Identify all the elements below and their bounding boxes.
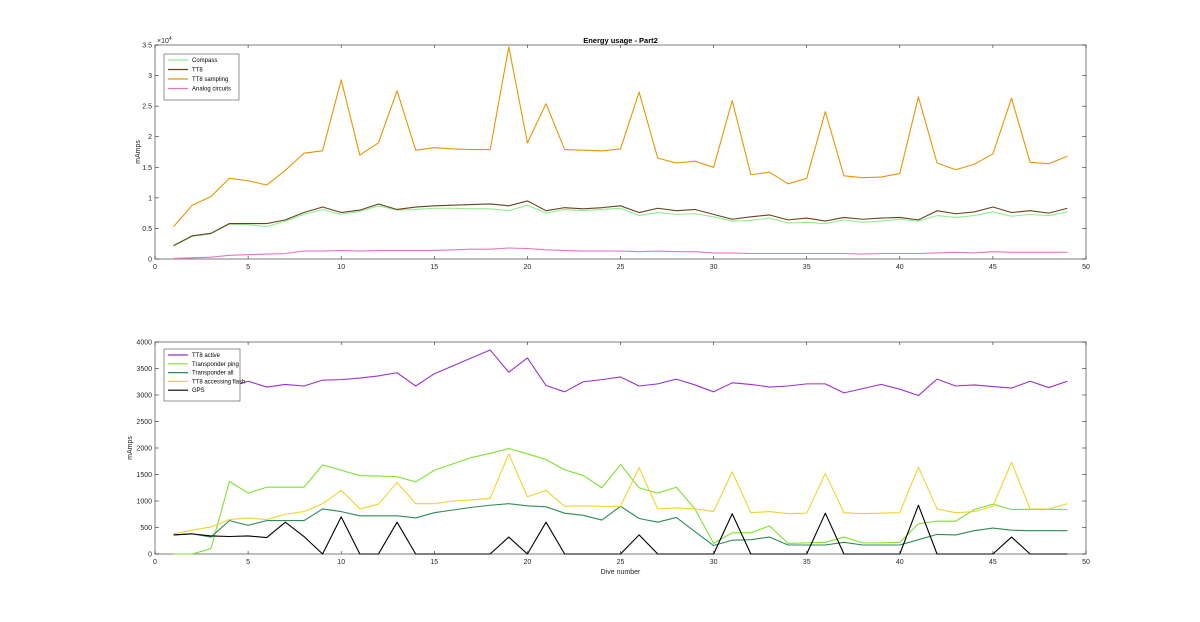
x-tick-label: 5	[246, 264, 250, 271]
y-tick-label: 2500	[136, 419, 152, 426]
series-line-tt8-sampling	[173, 46, 1068, 227]
legend-box	[163, 348, 241, 402]
top-plot-area	[154, 44, 1087, 260]
x-tick-label: 25	[617, 264, 625, 271]
x-tick-label: 30	[710, 264, 718, 271]
y-tick-label: 4000	[136, 340, 152, 347]
x-tick-label: 35	[803, 559, 811, 566]
x-tick-label: 30	[710, 559, 718, 566]
y-tick-label: 3000	[136, 393, 152, 400]
top-y-axis-label: mAmps	[135, 140, 142, 164]
series-line-analog-circuits	[173, 247, 1068, 259]
component-current-chart: 0 5 10 15 20 25 30 35 40 45 50 0 500 1000 1500 2000 250…	[127, 340, 1090, 577]
top-y-exponent-base: ×10	[157, 38, 169, 45]
y-tick-label: 1.5	[142, 165, 152, 172]
top-legend: Compass TT8 TT8 sampling Analog circuits	[163, 53, 240, 101]
legend-entry: Analog circuits	[192, 87, 231, 93]
bottom-y-ticks: 0 500 1000 1500 2000 2500 3000 3500 4000	[136, 340, 1086, 559]
legend-entry: Compass	[192, 58, 217, 64]
bottom-x-ticks: 0 5 10 15 20 25 30 35 40 45 50	[153, 342, 1090, 566]
legend-entry: TT8	[192, 68, 203, 74]
x-tick-label: 40	[896, 264, 904, 271]
y-tick-label: 2000	[136, 446, 152, 453]
x-tick-label: 40	[896, 559, 904, 566]
top-y-exponent-power: 4	[169, 36, 172, 42]
top-x-ticks: 0 5 10 15 20 25 30 35 40 45 50	[153, 45, 1090, 271]
legend-entry: Transponder all	[192, 371, 233, 377]
x-tick-label: 45	[989, 559, 997, 566]
x-tick-label: 10	[337, 264, 345, 271]
y-tick-label: 3500	[136, 366, 152, 373]
x-tick-label: 50	[1082, 264, 1090, 271]
x-tick-label: 35	[803, 264, 811, 271]
y-tick-label: 0	[148, 257, 152, 264]
legend-entry: Transponder ping	[192, 362, 239, 368]
bottom-x-axis-label: Dive number	[601, 569, 641, 576]
y-tick-label: 0	[148, 552, 152, 559]
top-chart-title: Energy usage - Part2	[583, 36, 658, 45]
legend-box	[163, 53, 240, 101]
x-tick-label: 0	[153, 264, 157, 271]
y-tick-label: 2.5	[142, 104, 152, 111]
bottom-legend: TT8 active Transponder ping Transponder al…	[163, 348, 245, 402]
series-line-tt8-accessing-flash	[173, 453, 1068, 535]
series-line-transponder-ping	[173, 447, 1068, 555]
x-tick-label: 50	[1082, 559, 1090, 566]
top-y-ticks: 0 0.5 1 1.5 2 2.5 3 3.5	[142, 43, 1086, 264]
y-tick-label: 1	[148, 195, 152, 202]
bottom-y-axis-label: mAmps	[127, 436, 134, 460]
x-tick-label: 10	[337, 559, 345, 566]
legend-entry: TT8 sampling	[192, 77, 228, 83]
x-tick-label: 20	[524, 264, 532, 271]
y-tick-label: 3	[148, 73, 152, 80]
y-tick-label: 1000	[136, 499, 152, 506]
x-tick-label: 20	[524, 559, 532, 566]
y-tick-label: 3.5	[142, 43, 152, 50]
x-tick-label: 15	[430, 264, 438, 271]
series-line-tt8	[173, 200, 1068, 247]
x-tick-label: 5	[246, 559, 250, 566]
series-line-tt8-active	[173, 349, 1068, 399]
legend-entry: GPS	[192, 388, 205, 394]
legend-entry: TT8 accessing flash	[192, 379, 245, 385]
top-y-exponent: ×104	[157, 36, 172, 45]
y-tick-label: 500	[140, 525, 152, 532]
energy-usage-chart: 0 5 10 15 20 25 30 35 40 45 50 0 0.5 1 1.5 2 2.5 3 3.5 En…	[135, 36, 1090, 271]
bottom-plot-area	[154, 341, 1087, 555]
top-series-layer	[173, 46, 1068, 259]
legend-entry: TT8 active	[192, 353, 221, 359]
x-tick-label: 25	[617, 559, 625, 566]
series-line-compass	[173, 204, 1068, 247]
y-tick-label: 2	[148, 134, 152, 141]
x-tick-label: 45	[989, 264, 997, 271]
y-tick-label: 0.5	[142, 226, 152, 233]
x-tick-label: 15	[430, 559, 438, 566]
y-tick-label: 1500	[136, 472, 152, 479]
x-tick-label: 0	[153, 559, 157, 566]
